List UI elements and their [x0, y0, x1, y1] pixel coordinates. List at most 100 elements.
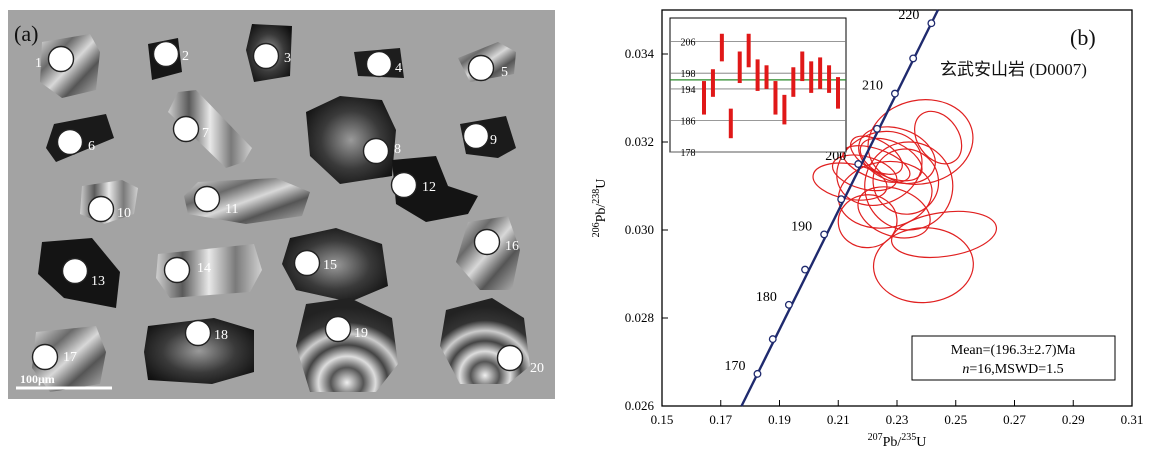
- inset-age-bar: [728, 108, 733, 139]
- x-tick-label: 0.21: [827, 412, 850, 427]
- x-tick-label: 0.15: [651, 412, 674, 427]
- y-tick-label: 0.032: [625, 134, 654, 149]
- spot-label: 16: [505, 239, 519, 254]
- analysis-spot: [362, 137, 390, 165]
- spot-label: 14: [197, 261, 211, 276]
- inset-tick-label: 194: [681, 85, 696, 96]
- spot-label: 11: [225, 202, 238, 217]
- panel-b: 0.15 0.17 0.19 0.21 0.23 0.25 0.27 0.29 0.31 0.0…: [591, 8, 1143, 450]
- x-tick-label: 0.19: [768, 412, 791, 427]
- analysis-spot: [462, 122, 490, 150]
- spot-label: 3: [284, 51, 291, 66]
- inset-age-bar: [791, 67, 796, 97]
- concordia-age-marker: [890, 89, 899, 98]
- concordia-age-marker: [753, 369, 762, 378]
- mean-age-box-frame: [911, 335, 1116, 381]
- error-ellipse: [858, 126, 936, 185]
- analysis-spot: [163, 256, 191, 284]
- error-ellipse: [872, 227, 974, 304]
- inset-age-bar: [755, 59, 760, 91]
- x-tick-label: 0.23: [886, 412, 909, 427]
- spot-label: 9: [490, 133, 497, 148]
- panel-b-label: (b): [1070, 25, 1096, 50]
- analysis-spot: [152, 40, 180, 68]
- analysis-spot: [496, 344, 524, 372]
- y-tick-label: 0.026: [625, 398, 655, 413]
- concordia-age-label: 200: [825, 149, 846, 164]
- inset-age-bar: [800, 51, 805, 82]
- sample-name: 玄武安山岩 (D0007): [940, 60, 1087, 79]
- inset-age-bar: [836, 77, 840, 109]
- spot-label: 7: [202, 126, 209, 141]
- spot-label: 18: [214, 328, 228, 343]
- x-tick-label: 0.27: [1003, 412, 1026, 427]
- analysis-spot: [172, 115, 200, 143]
- analysis-spot: [47, 45, 75, 73]
- spot-label: 13: [91, 274, 105, 289]
- inset-age-bar: [809, 61, 814, 93]
- inset-age-bar: [764, 65, 769, 89]
- error-ellipse: [867, 99, 974, 185]
- analysis-spot: [293, 249, 321, 277]
- y-axis-title: 206Pb/238U: [591, 179, 609, 238]
- concordia-age-label: 180: [756, 290, 777, 305]
- analysis-spot: [473, 228, 501, 256]
- spot-label: 12: [422, 180, 436, 195]
- inset-age-bar: [818, 57, 823, 89]
- spot-label: 1: [35, 56, 42, 71]
- concordia-age-marker: [927, 19, 936, 28]
- analysis-spot: [390, 171, 418, 199]
- y-axis-ticks: 0.026 0.028 0.030 0.032 0.034: [625, 46, 668, 413]
- error-ellipse: [812, 162, 888, 201]
- mean-age-box: Mean=(196.3±2.7)Ma n=16,MSWD=1.5: [911, 335, 1116, 381]
- concordia-age-marker: [784, 300, 793, 309]
- inset-tick-label: 186: [681, 116, 696, 127]
- concordia-age-marker: [837, 195, 846, 204]
- inset-age-bar: [827, 65, 832, 93]
- error-ellipse: [864, 141, 954, 231]
- x-tick-label: 0.17: [709, 412, 732, 427]
- error-ellipse: [890, 210, 998, 258]
- concordia-age-label: 170: [724, 359, 745, 374]
- analysis-spot: [31, 343, 59, 371]
- analysis-spot: [324, 315, 352, 343]
- x-tick-label: 0.31: [1121, 412, 1144, 427]
- inset-age-bar: [746, 33, 751, 68]
- y-tick-label: 0.034: [625, 46, 655, 61]
- analysis-spot: [61, 257, 89, 285]
- analysis-spot: [87, 195, 115, 223]
- spot-label: 6: [88, 139, 95, 154]
- analysis-spot: [467, 54, 495, 82]
- inset-age-plot: 206 198 194 186 178: [669, 17, 847, 159]
- inset-age-bar: [737, 51, 742, 84]
- x-tick-label: 0.29: [1062, 412, 1085, 427]
- error-ellipse: [857, 186, 931, 239]
- concordia-age-label: 220: [898, 8, 919, 23]
- inset-age-bar: [702, 81, 706, 115]
- x-tick-label: 0.25: [944, 412, 967, 427]
- inset-age-bar: [710, 69, 715, 97]
- concordia-age-label: 190: [791, 219, 812, 234]
- concordia-age-marker: [801, 265, 810, 274]
- analysis-spot: [365, 50, 393, 78]
- analysis-spot: [252, 42, 280, 70]
- analysis-spot: [193, 185, 221, 213]
- error-ellipse: [872, 148, 940, 215]
- spot-label: 19: [354, 326, 368, 341]
- analysis-spot: [184, 319, 212, 347]
- error-ellipse: [837, 160, 933, 229]
- analysis-spot: [56, 128, 84, 156]
- spot-label: 4: [395, 61, 402, 76]
- spot-label: 17: [63, 350, 77, 365]
- x-axis-ticks: 0.15 0.17 0.19 0.21 0.23 0.25 0.27 0.29 0.31: [651, 400, 1144, 427]
- concordia-age-marker: [909, 54, 918, 63]
- concordia-age-marker: [854, 160, 863, 168]
- concordia-age-marker: [820, 230, 829, 239]
- spot-label: 10: [117, 206, 131, 221]
- concordia-age-marker: [768, 335, 777, 344]
- spot-label: 15: [323, 258, 337, 273]
- error-ellipse: [914, 110, 963, 165]
- spot-label: 2: [182, 49, 189, 64]
